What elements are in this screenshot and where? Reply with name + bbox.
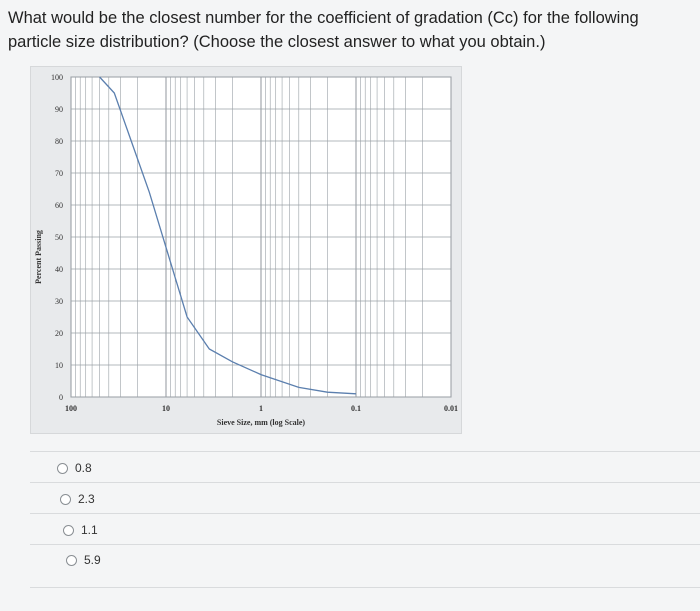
chart-svg: 0 10 20 30 40 50 60 70 80 90 100 100 10 1 0.1 0.01 Sieve… xyxy=(34,73,458,427)
y-tick-label: 90 xyxy=(55,105,63,114)
option-2[interactable]: 2.3 xyxy=(60,492,95,506)
radio-button[interactable] xyxy=(60,493,71,505)
y-tick-label: 10 xyxy=(55,361,63,370)
question-text: What would be the closest number for the… xyxy=(8,9,639,51)
y-tick-label: 50 xyxy=(55,233,63,242)
particle-size-chart: 0 10 20 30 40 50 60 70 80 90 100 100 10 1 0.1 0.01 Sieve… xyxy=(30,66,462,434)
option-label: 1.1 xyxy=(81,523,98,537)
y-tick-label: 100 xyxy=(51,73,63,82)
y-tick-label: 60 xyxy=(55,201,63,210)
x-axis-label: Sieve Size, mm (log Scale) xyxy=(217,418,306,427)
gradation-curve xyxy=(99,76,357,395)
y-tick-label: 30 xyxy=(55,297,63,306)
x-tick-label: 100 xyxy=(65,404,77,413)
option-3[interactable]: 1.1 xyxy=(63,523,98,537)
y-tick-label: 0 xyxy=(59,393,63,402)
x-tick-label: 0.01 xyxy=(444,404,458,413)
option-4[interactable]: 5.9 xyxy=(66,553,101,567)
option-label: 5.9 xyxy=(84,553,101,567)
option-1[interactable]: 0.8 xyxy=(57,461,92,475)
option-divider xyxy=(30,544,700,545)
x-tick-label: 1 xyxy=(259,404,263,413)
option-divider xyxy=(30,482,700,483)
x-tick-label: 10 xyxy=(162,404,170,413)
y-tick-label: 40 xyxy=(55,265,63,274)
radio-button[interactable] xyxy=(63,524,74,536)
y-tick-label: 80 xyxy=(55,137,63,146)
option-divider xyxy=(30,451,700,452)
radio-button[interactable] xyxy=(57,462,68,474)
y-axis-label: Percent Passing xyxy=(34,230,43,284)
option-divider xyxy=(30,513,700,514)
y-tick-label: 70 xyxy=(55,169,63,178)
option-label: 2.3 xyxy=(78,492,95,506)
option-label: 0.8 xyxy=(75,461,92,475)
radio-button[interactable] xyxy=(66,554,77,566)
option-divider xyxy=(30,587,700,588)
x-tick-label: 0.1 xyxy=(351,404,361,413)
y-tick-label: 20 xyxy=(55,329,63,338)
